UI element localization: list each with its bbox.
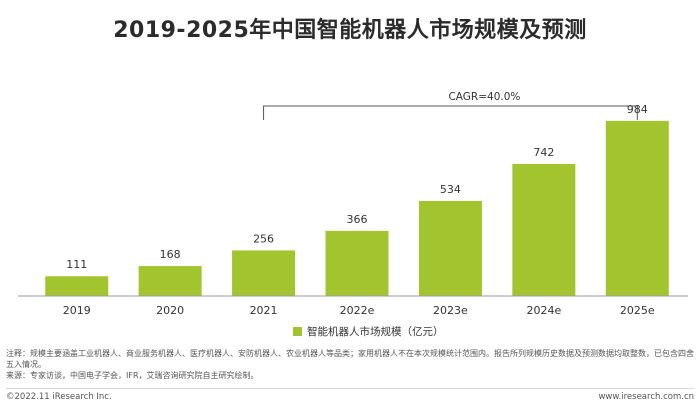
value-label-2019: 111 bbox=[66, 258, 87, 271]
tick-label-2024e: 2024e bbox=[526, 304, 561, 317]
tick-label-2021: 2021 bbox=[250, 304, 278, 317]
bars-group bbox=[45, 120, 669, 297]
source-line: 来源：专家访谈，中国电子学会，IFR，艾瑞咨询研究院自主研究绘制。 bbox=[6, 371, 259, 380]
cagr-bracket bbox=[263, 105, 638, 120]
bar-2022e bbox=[325, 230, 389, 296]
note-line: 注释：规模主要涵盖工业机器人、商业服务机器人、医疗机器人、安防机器人、农业机器人… bbox=[6, 349, 694, 369]
website: www.iresearch.com.cn bbox=[598, 392, 694, 402]
bar-2019 bbox=[45, 276, 109, 296]
bar-2020 bbox=[138, 266, 202, 296]
tick-label-2023e: 2023e bbox=[433, 304, 468, 317]
tick-label-2020: 2020 bbox=[156, 304, 184, 317]
value-label-2021: 256 bbox=[253, 232, 274, 245]
tick-label-2019: 2019 bbox=[63, 304, 91, 317]
value-label-2022e: 366 bbox=[347, 213, 368, 226]
tick-label-2022e: 2022e bbox=[340, 304, 375, 317]
value-label-2024e: 742 bbox=[533, 146, 554, 159]
bar-2023e bbox=[418, 200, 482, 296]
legend: 智能机器人市场规模（亿元） bbox=[293, 324, 444, 339]
value-label-2023e: 534 bbox=[440, 183, 461, 196]
chart-title: 2019-2025年中国智能机器人市场规模及预测 bbox=[113, 18, 587, 43]
bar-2021 bbox=[232, 250, 296, 296]
tick-labels-group: 2019 2020 2021 2022e 2023e 2024e 2025e bbox=[63, 304, 655, 317]
notes: 注释：规模主要涵盖工业机器人、商业服务机器人、医疗机器人、安防机器人、农业机器人… bbox=[6, 348, 694, 381]
tick-label-2025e: 2025e bbox=[620, 304, 655, 317]
footer-divider bbox=[6, 388, 694, 389]
legend-label: 智能机器人市场规模（亿元） bbox=[307, 326, 444, 338]
cagr-annotation: CAGR=40.0% bbox=[263, 91, 638, 120]
copyright: ©2022.11 iResearch Inc. bbox=[6, 392, 112, 402]
cagr-label: CAGR=40.0% bbox=[448, 91, 520, 103]
legend-swatch bbox=[293, 327, 302, 336]
bar-2025e bbox=[605, 120, 669, 297]
value-label-2020: 168 bbox=[160, 248, 181, 261]
bar-2024e bbox=[512, 163, 576, 296]
